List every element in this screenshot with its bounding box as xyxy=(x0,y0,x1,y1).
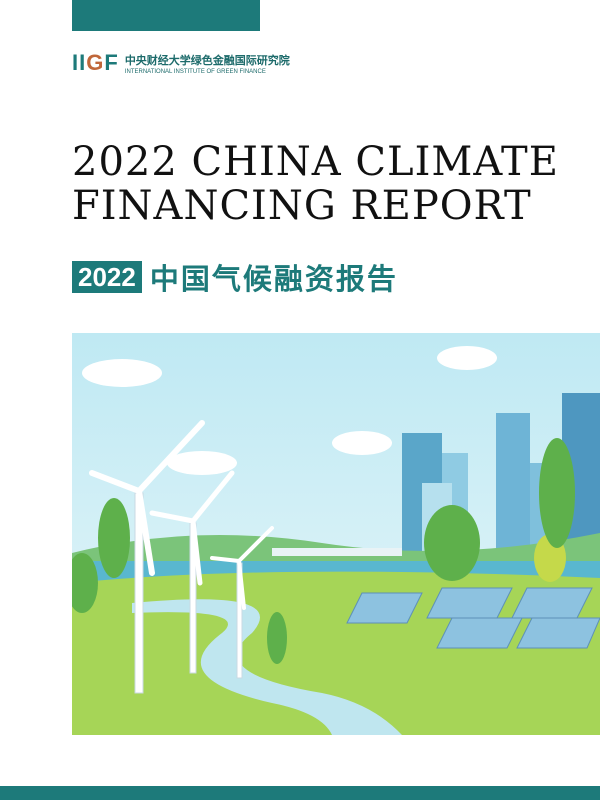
chinese-title: 中国气候融资报告 xyxy=(149,264,398,296)
year-badge: 2022 xyxy=(72,261,142,293)
logo-name-cn: 中央财经大学绿色金融国际研究院 xyxy=(124,54,290,67)
top-accent-bar xyxy=(72,0,260,31)
chinese-subtitle: 2022 中国气候融资报告 xyxy=(72,256,398,298)
title-line-2: FINANCING REPORT xyxy=(72,183,532,229)
winding-path xyxy=(132,599,402,735)
clouds xyxy=(82,346,497,475)
trees xyxy=(72,438,575,664)
report-title: 2022 CHINA CLIMATE FINANCING REPORT xyxy=(72,140,559,228)
solar-panels xyxy=(346,587,600,649)
iigf-logo: IIGF 中央财经大学绿色金融国际研究院 INTERNATIONAL INSTI… xyxy=(72,50,290,76)
train xyxy=(272,548,402,556)
logo-name-en: INTERNATIONAL INSTITUTE OF GREEN FINANCE xyxy=(124,68,266,75)
title-line-1: 2022 CHINA CLIMATE xyxy=(72,139,559,185)
green-energy-illustration xyxy=(72,333,600,735)
wind-turbines xyxy=(89,420,274,694)
bottom-accent-bar xyxy=(0,786,600,800)
logo-mark: IIGF xyxy=(72,50,119,75)
